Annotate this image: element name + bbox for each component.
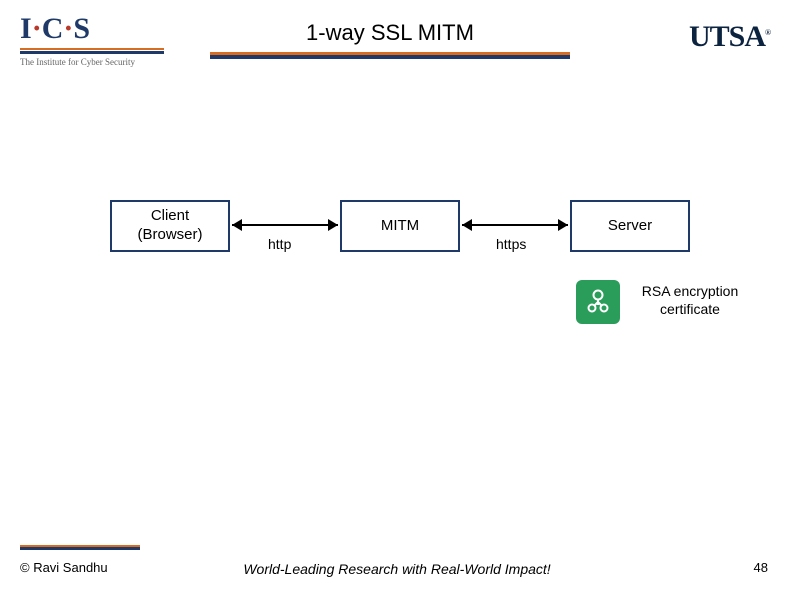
utsa-logo-text: UTSA [689,20,765,53]
slide-title: 1-way SSL MITM [210,20,570,46]
ics-logo-subtitle: The Institute for Cyber Security [20,57,170,67]
ics-logo-divider-navy [20,51,164,54]
node-mitm: MITM [340,200,460,252]
edge-mitm-server-label: https [496,236,526,252]
node-client-label: Client(Browser) [137,207,202,245]
edge-client-mitm [232,224,338,226]
node-mitm-label: MITM [381,217,419,236]
certificate-label: RSA encryptioncertificate [630,283,750,318]
footer-divider-navy [20,547,140,550]
node-server-label: Server [608,217,652,236]
arrow-right-icon [558,219,568,231]
arrow-left-icon [232,219,242,231]
utsa-logo: UTSA® [689,20,770,54]
node-client: Client(Browser) [110,200,230,252]
ics-logo-letters: I·C·S [20,12,170,46]
ics-logo: I·C·S The Institute for Cyber Security [20,12,170,67]
mitm-diagram: Client(Browser) MITM Server http https [0,200,794,350]
slide-header: I·C·S The Institute for Cyber Security 1… [0,0,794,72]
page-number: 48 [754,560,768,575]
node-server: Server [570,200,690,252]
edge-client-mitm-label: http [268,236,291,252]
certificate-icon [576,280,620,324]
edge-mitm-server [462,224,568,226]
arrow-left-icon [462,219,472,231]
keys-icon [582,286,614,318]
ics-logo-divider-orange [20,48,164,50]
arrow-right-icon [328,219,338,231]
footer-tagline: World-Leading Research with Real-World I… [0,561,794,577]
title-underline-navy [210,55,570,59]
